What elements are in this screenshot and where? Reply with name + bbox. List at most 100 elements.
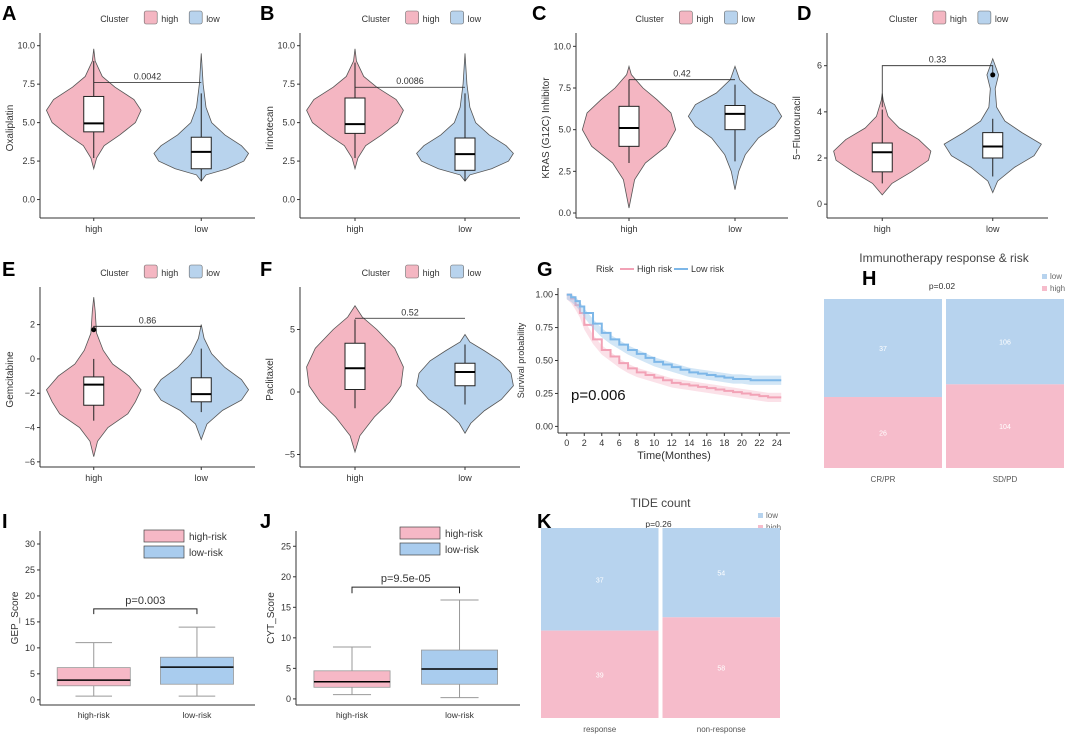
y-tick-label: 4 [817, 107, 822, 117]
legend-label: High risk [637, 264, 673, 274]
legend-swatch [758, 525, 763, 530]
legend-label-low: low [468, 268, 482, 278]
box-low [454, 362, 476, 387]
legend-label: Low risk [691, 264, 725, 274]
x-tick-label: high-risk [336, 710, 369, 720]
y-tick-label: −4 [25, 423, 35, 433]
panel-letter-b: B [260, 3, 274, 25]
x-tick-label-low: low [728, 224, 742, 234]
legend-label: low-risk [189, 548, 224, 559]
y-tick-label: 25 [25, 565, 35, 575]
y-axis-label: 5−Fluorouracil [792, 96, 803, 160]
panel-b: Cluster high low 0.0 2.5 5.0 7.5 10.0 Irinotecan… [265, 10, 520, 234]
y-axis-label: Paclitaxel [265, 358, 276, 401]
bar-value-low: 37 [879, 346, 887, 353]
legend-label-high: high [161, 268, 178, 278]
legend-title: Cluster [362, 14, 391, 24]
p-value-annotation: p=0.26 [645, 519, 672, 529]
p-value-label: 0.52 [401, 307, 419, 317]
x-tick-label: SD/PD [993, 475, 1018, 484]
box-low [190, 136, 212, 170]
y-axis-label: Survival probability [516, 322, 526, 398]
x-tick-label-high: high [85, 473, 102, 483]
bar-segment-high [946, 384, 1064, 468]
box-high-risk [56, 667, 131, 687]
outlier-point [990, 72, 996, 78]
p-value-label: p=0.003 [125, 595, 165, 607]
panel-letter-d: D [797, 3, 811, 25]
p-value-label: 0.0042 [134, 72, 162, 82]
bar-value-high: 58 [717, 666, 725, 673]
comparison-bracket [351, 586, 461, 594]
legend-label-high: high [423, 268, 440, 278]
legend-swatch-low [450, 264, 464, 279]
legend-swatch-high [143, 10, 158, 25]
panel-letter-g: G [537, 259, 553, 281]
panel-a: Cluster high low 0.0 2.5 5.0 7.5 10.0 Oxaliplati… [5, 10, 255, 234]
legend-swatch-low [188, 10, 203, 25]
bar-segment-low [541, 528, 659, 631]
x-tick-label: response [583, 725, 616, 734]
x-tick-label-high: high [85, 224, 102, 234]
legend-title: Cluster [635, 14, 664, 24]
y-tick-label: 0 [290, 387, 295, 397]
x-tick-label-low: low [458, 224, 472, 234]
legend-swatch [758, 513, 763, 518]
box-high-risk [313, 670, 391, 688]
panel-i: 0 5 10 15 20 25 30 GEP_Score high-risk low-risk hi… [10, 529, 255, 720]
legend-swatch-0 [143, 529, 185, 543]
y-tick-label: 0 [817, 199, 822, 209]
legend-title: Cluster [100, 268, 129, 278]
comparison-bracket [93, 608, 198, 615]
x-tick-label: 22 [754, 438, 764, 448]
panel-letter-f: F [260, 259, 272, 281]
panel-letter-k: K [537, 511, 552, 533]
x-tick-label-low: low [986, 224, 1000, 234]
y-tick-label: 0.25 [535, 388, 553, 398]
chart-title: TIDE count [630, 496, 691, 510]
x-tick-label: high-risk [78, 710, 111, 720]
bar-segment-high [662, 617, 780, 718]
panel-e: Cluster high low −6 −4 −2 0 2 Gemcitabine high low… [5, 264, 255, 483]
y-axis-label: Oxaliplatin [5, 105, 16, 152]
x-tick-label: low-risk [183, 710, 213, 720]
p-value-label: 0.0086 [396, 76, 424, 86]
legend-label-high: high [696, 14, 713, 24]
x-tick-label-high: high [874, 224, 891, 234]
legend-label-high: high [423, 14, 440, 24]
bar-value-high: 104 [999, 424, 1011, 431]
y-tick-label: −6 [25, 457, 35, 467]
y-tick-label: 20 [281, 572, 291, 582]
y-tick-label: 5 [290, 325, 295, 335]
p-value-label: 0.86 [139, 315, 157, 325]
bar-value-low: 54 [717, 571, 725, 578]
legend-swatch-0 [399, 526, 441, 540]
p-value-label: p=9.5e-05 [381, 573, 431, 585]
box-low [724, 105, 746, 131]
x-tick-label-high: high [620, 224, 637, 234]
p-value-annotation: p=0.006 [571, 387, 626, 404]
legend-label-high: high [950, 14, 967, 24]
x-tick-label: 2 [582, 438, 587, 448]
box-low [190, 377, 212, 403]
legend-label: high-risk [445, 529, 484, 540]
y-tick-label: 10.0 [17, 41, 35, 51]
box-high [344, 342, 366, 390]
legend-label: low [1050, 272, 1062, 281]
y-axis-label: Irinotecan [265, 106, 276, 150]
y-tick-label: 0.75 [535, 323, 553, 333]
panel-d: Cluster high low 0 2 4 6 5−Fluorouracil high low 0… [792, 10, 1048, 234]
x-tick-label: 20 [737, 438, 747, 448]
x-tick-label-high: high [346, 224, 363, 234]
y-tick-label: 0 [286, 694, 291, 704]
legend-title: Cluster [362, 268, 391, 278]
legend-label-high: high [161, 14, 178, 24]
box-high [83, 376, 105, 406]
x-tick-label: non-response [697, 725, 746, 734]
legend-swatch-high [405, 264, 419, 279]
x-tick-label: 24 [772, 438, 782, 448]
legend-label: high [1050, 284, 1065, 293]
panel-h: Immunotherapy response & risk low high p=0.… [824, 251, 1065, 484]
legend-label-low: low [468, 14, 482, 24]
